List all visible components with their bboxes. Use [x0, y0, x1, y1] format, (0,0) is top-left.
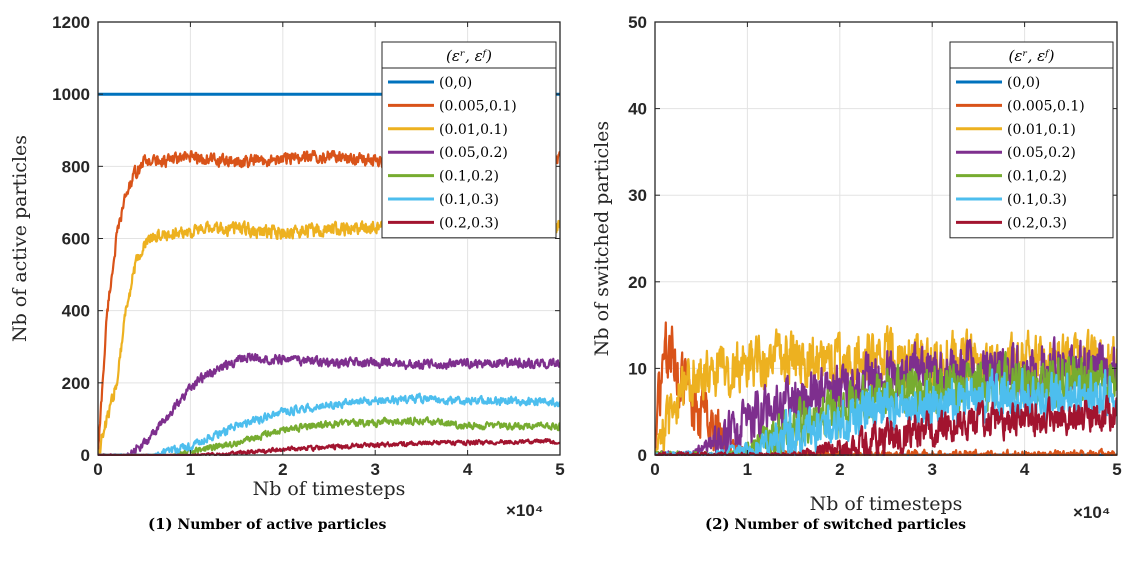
y-axis-label: Nb of switched particles: [591, 121, 613, 356]
legend-label-4: (0.1,0.2): [439, 169, 499, 185]
y-tick-label: 1200: [52, 13, 90, 32]
x-tick-label: 5: [1112, 460, 1121, 479]
legend-label-3: (0.05,0.2): [1007, 145, 1076, 161]
y-tick-label: 0: [638, 446, 647, 465]
legend-label-0: (0,0): [1007, 75, 1040, 91]
y-tick-label: 400: [62, 302, 90, 321]
legend-label-6: (0.2,0.3): [1007, 215, 1067, 231]
series-line-2: [655, 325, 1117, 456]
x-tick-label: 2: [278, 460, 287, 479]
caption-left-number: (1): [148, 515, 173, 533]
x-tick-label: 3: [370, 460, 379, 479]
y-tick-label: 10: [628, 359, 647, 378]
legend-label-3: (0.05,0.2): [439, 145, 508, 161]
x-tick-label: 0: [93, 460, 102, 479]
plot-area-border: [654, 21, 1118, 456]
legend-title: (εʳ, εᶠ): [1008, 47, 1054, 65]
legend-label-1: (0.005,0.1): [439, 98, 517, 114]
legend-label-1: (0.005,0.1): [1007, 98, 1085, 114]
series-line-5: [98, 392, 560, 456]
chart-active-particles: 0 1 2 3 4 5 0 200 400 600 800 1000 1200 Nb of timeste…: [9, 13, 565, 520]
y-tick-label: 40: [628, 100, 647, 119]
caption-right-text: Number of switched particles: [734, 517, 967, 533]
y-tick-label: 20: [628, 273, 647, 292]
legend-label-5: (0.1,0.3): [439, 192, 499, 208]
y-tick-label: 0: [81, 446, 90, 465]
legend-label-5: (0.1,0.3): [1007, 192, 1067, 208]
legend-label-2: (0.01,0.1): [439, 122, 508, 138]
caption-left: (1) Number of active particles: [148, 515, 386, 533]
x-axis-exponent: ×10⁴: [506, 501, 543, 520]
y-tick-label: 800: [62, 157, 90, 176]
y-tick-label: 30: [628, 186, 647, 205]
y-tick-label: 600: [62, 230, 90, 249]
series-group: [655, 321, 1117, 456]
y-tick-label: 1000: [52, 85, 90, 104]
y-axis-label: Nb of active particles: [9, 135, 31, 342]
series-line-5: [655, 367, 1117, 456]
legend-box: [949, 41, 1114, 239]
x-tick-label: 3: [927, 460, 936, 479]
legend-label-2: (0.01,0.1): [1007, 122, 1076, 138]
x-tick-label: 4: [1020, 460, 1030, 479]
legend-title: (εʳ, εᶠ): [446, 47, 492, 65]
legend-label-6: (0.2,0.3): [439, 215, 499, 231]
x-axis-label: Nb of timesteps: [810, 493, 963, 515]
caption-left-text: Number of active particles: [177, 517, 387, 533]
x-tick-label: 5: [555, 460, 564, 479]
legend-label-4: (0.1,0.2): [1007, 169, 1067, 185]
x-tick-label: 0: [650, 460, 659, 479]
x-axis-exponent: ×10⁴: [1073, 503, 1110, 522]
legend-label-0: (0,0): [439, 75, 472, 91]
y-tick-label: 200: [62, 374, 90, 393]
x-tick-label: 2: [835, 460, 844, 479]
x-tick-label: 1: [743, 460, 752, 479]
series-line-3: [98, 352, 560, 456]
legend-box: [381, 41, 557, 239]
caption-right: (2) Number of switched particles: [705, 515, 966, 533]
x-tick-label: 1: [186, 460, 195, 479]
series-line-6: [98, 438, 560, 456]
y-tick-label: 50: [628, 13, 647, 32]
x-tick-label: 4: [463, 460, 473, 479]
caption-right-number: (2): [705, 515, 730, 533]
x-axis-label: Nb of timesteps: [253, 478, 406, 500]
